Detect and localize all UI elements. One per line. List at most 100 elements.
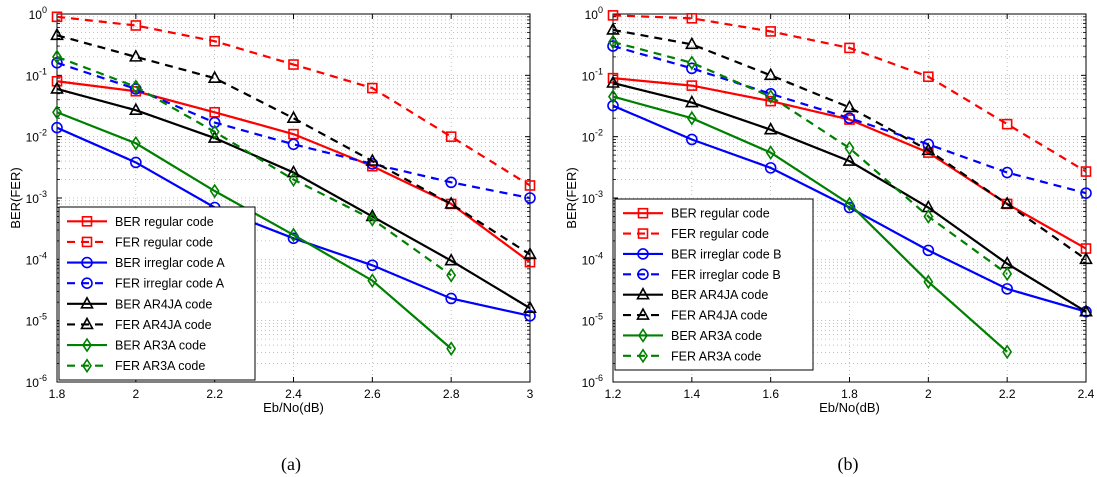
data-point: [686, 55, 697, 71]
series-fer-regular-code: [51, 11, 536, 191]
data-point: [209, 35, 220, 47]
data-point: [843, 112, 856, 125]
legend-marker: [82, 337, 92, 353]
data-point: [52, 104, 62, 120]
legend-marker: [636, 287, 650, 300]
x-tick-label: 1.6: [762, 387, 779, 401]
data-point: [445, 176, 457, 189]
legend-box: [614, 198, 814, 371]
data-point: [1001, 118, 1013, 130]
data-point: [207, 70, 222, 83]
data-point: [50, 81, 64, 94]
x-tick-label: 2.2: [206, 387, 223, 401]
data-point: [686, 110, 697, 126]
legend-label: BER irreglar code A: [115, 256, 225, 270]
data-point: [1002, 266, 1013, 282]
series-fer-ar3a-code: [608, 34, 1013, 282]
series-line: [56, 61, 531, 200]
legend-marker: [637, 207, 649, 219]
data-point: [445, 292, 457, 305]
data-point: [842, 99, 857, 113]
legend-label: BER regular code: [115, 215, 214, 229]
legend-label: FER AR3A code: [115, 359, 205, 373]
legend-marker: [81, 236, 93, 248]
legend-label: BER AR3A code: [671, 329, 762, 343]
series-line: [612, 28, 1087, 261]
data-point: [765, 89, 776, 105]
legend-label: BER irreglar code B: [671, 247, 781, 261]
data-point: [51, 121, 63, 134]
data-point: [606, 75, 620, 88]
data-point: [128, 49, 143, 62]
data-point: [286, 110, 301, 124]
data-point: [288, 59, 299, 70]
legend-label: BER AR4JA code: [115, 297, 212, 311]
data-point: [686, 80, 698, 91]
data-point: [608, 34, 618, 50]
data-point: [367, 273, 378, 289]
data-point: [130, 79, 141, 95]
data-point: [286, 164, 301, 178]
x-axis-label: Eb/No(dB): [819, 400, 880, 415]
legend-box: [58, 206, 256, 381]
data-point: [844, 140, 855, 156]
legend-marker: [81, 216, 93, 227]
data-point: [445, 131, 457, 142]
series-line: [56, 15, 531, 187]
data-point: [607, 40, 619, 52]
data-point: [365, 153, 380, 166]
data-point: [1080, 187, 1092, 199]
data-point: [606, 22, 620, 35]
series-line: [612, 104, 1087, 313]
y-tick-label: 10-4: [582, 250, 603, 267]
data-point: [209, 183, 220, 199]
x-tick-label: 1.8: [841, 387, 858, 401]
data-point: [1001, 166, 1013, 179]
x-tick-label: 2: [925, 387, 932, 401]
data-point: [686, 13, 698, 24]
legend-label: FER AR3A code: [671, 349, 761, 363]
data-point: [209, 124, 220, 140]
data-point: [288, 227, 299, 243]
data-point: [446, 341, 457, 357]
data-point: [52, 49, 62, 65]
x-tick-label: 2.4: [1078, 387, 1095, 401]
data-point: [607, 99, 619, 112]
data-point: [446, 267, 457, 283]
data-point: [128, 102, 143, 116]
y-axis-label: BER(FER): [564, 167, 579, 228]
data-point: [765, 145, 776, 161]
series-ber-ar3a-code: [608, 89, 1013, 360]
legend: BER regular code FER regular code BER irre…: [614, 198, 814, 371]
series-fer-ar4ja-code: [50, 27, 537, 260]
series-line: [612, 81, 1087, 313]
legend-label: BER AR3A code: [115, 339, 206, 353]
data-point: [763, 122, 778, 135]
data-point: [51, 11, 63, 23]
y-tick-label: 10-5: [26, 312, 47, 329]
legend-label: BER AR4JA code: [671, 288, 768, 302]
data-point: [1001, 283, 1013, 295]
data-point: [1079, 251, 1093, 265]
legend-marker: [637, 268, 649, 281]
series-line: [56, 80, 531, 264]
x-tick-label: 2: [132, 387, 139, 401]
series-ber-ar4ja-code: [606, 75, 1093, 317]
legend-marker: [636, 307, 650, 320]
data-point: [444, 196, 459, 209]
data-point: [208, 116, 221, 129]
legend-marker: [638, 348, 648, 364]
data-point: [367, 82, 378, 94]
data-point: [1079, 304, 1093, 317]
data-point: [524, 180, 536, 191]
legend-marker: [81, 277, 93, 289]
legend: BER regular code FER regular code BER irre…: [58, 206, 256, 381]
data-point: [844, 42, 855, 54]
data-point: [130, 156, 142, 169]
data-point: [763, 67, 778, 81]
data-point: [921, 142, 936, 156]
grid: [613, 14, 1086, 382]
panel-caption: (b): [838, 454, 859, 475]
legend-marker: [637, 248, 649, 260]
